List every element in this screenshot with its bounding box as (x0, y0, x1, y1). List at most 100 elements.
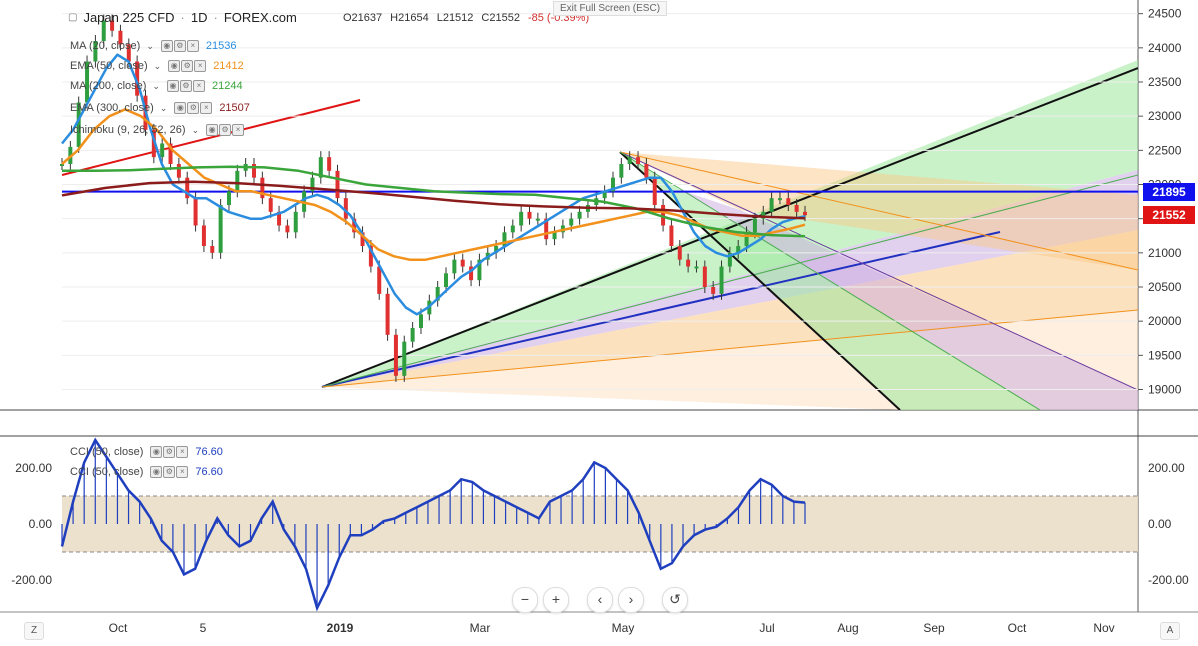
cci-legend-row[interactable]: CCI (50, close) ◉ ⚙ × 76.60 (70, 446, 223, 458)
price-candle (176, 164, 181, 178)
legend-row[interactable]: EMA (300, close) ⌄ ◉ ⚙ × 21507 (70, 102, 250, 114)
price-candle (669, 225, 674, 246)
price-candle (652, 177, 657, 205)
legend-row[interactable]: MA (200, close) ⌄ ◉ ⚙ × 21244 (70, 80, 243, 92)
exit-fullscreen-button[interactable]: Exit Full Screen (ESC) (553, 1, 668, 16)
price-candle (402, 341, 407, 376)
legend-row[interactable]: EMA (50, close) ⌄ ◉ ⚙ × 21412 (70, 60, 244, 72)
eye-icon[interactable]: ◉ (168, 60, 181, 72)
reset-chart-button[interactable]: ↺ (662, 587, 688, 613)
legend-name: CCI (50, close) (70, 466, 144, 478)
fib-fan-drawings[interactable] (61, 60, 1138, 410)
eye-icon[interactable]: ◉ (174, 102, 187, 114)
zoom-in-button[interactable]: + (543, 587, 569, 613)
scroll-right-button[interactable]: › (618, 587, 644, 613)
price-candle (385, 293, 390, 335)
price-candle (719, 266, 724, 294)
close-value: C21552 (481, 12, 520, 24)
chevron-down-icon[interactable]: ⌄ (152, 80, 160, 91)
close-icon[interactable]: × (232, 124, 245, 136)
close-icon[interactable]: × (200, 102, 213, 114)
gear-icon[interactable]: ⚙ (179, 80, 192, 92)
gear-icon[interactable]: ⚙ (181, 60, 194, 72)
low-value: L21512 (436, 12, 474, 24)
price-tick-label: 21000 (1148, 246, 1182, 260)
cci-tick-label-right: -200.00 (1148, 573, 1189, 587)
cci-axis[interactable]: 200.00 200.00 0.00 0.00 -200.00 -200.00 (11, 461, 1189, 587)
price-tick-label: 19000 (1148, 383, 1182, 397)
eye-icon[interactable]: ◉ (206, 124, 219, 136)
price-candle (410, 328, 415, 342)
interval-label[interactable]: 1D (190, 10, 208, 25)
cci-series (60, 437, 806, 612)
price-candle (752, 218, 757, 233)
price-candle (702, 266, 707, 287)
gear-icon[interactable]: ⚙ (163, 466, 176, 478)
price-candle (510, 225, 515, 233)
price-candle (327, 157, 332, 171)
legend-value: 76.60 (195, 446, 223, 458)
close-icon[interactable]: × (192, 80, 205, 92)
symbol-header[interactable]: ▢ Japan 225 CFD · 1D · FOREX.com (68, 10, 297, 25)
legend-value: 76.60 (195, 466, 223, 478)
price-candle (193, 198, 198, 226)
gear-icon[interactable]: ⚙ (187, 102, 200, 114)
chevron-down-icon[interactable]: ⌄ (146, 40, 154, 51)
symbol-name: Japan 225 CFD (83, 10, 175, 25)
legend-controls[interactable]: ◉ ⚙ × (160, 40, 199, 52)
chevron-down-icon[interactable]: ⌄ (159, 102, 168, 113)
source-label: FOREX.com (223, 10, 297, 25)
cci-tick-label-left: 0.00 (29, 517, 53, 531)
legend-controls[interactable]: ◉ ⚙ × (150, 446, 189, 458)
price-candle (310, 177, 315, 192)
price-tag: 21552 (1143, 206, 1195, 225)
price-candle (260, 177, 265, 199)
eye-icon[interactable]: ◉ (160, 40, 173, 52)
time-axis[interactable]: Oct 5 2019 Mar May Jul Aug Sep Oct Nov (109, 621, 1115, 635)
legend-controls[interactable]: ◉ ⚙ × (166, 80, 205, 92)
legend-row[interactable]: Ichimoku (9, 26, 52, 26) ⌄ ◉ ⚙ × (70, 124, 251, 136)
legend-name: MA (200, close) (70, 80, 147, 92)
scroll-left-button[interactable]: ‹ (587, 587, 613, 613)
legend-controls[interactable]: ◉ ⚙ × (168, 60, 207, 72)
price-tick-label: 24000 (1148, 41, 1182, 55)
gear-icon[interactable]: ⚙ (219, 124, 232, 136)
time-tick-label: Jul (759, 621, 774, 635)
gear-icon[interactable]: ⚙ (173, 40, 186, 52)
price-candle (126, 44, 131, 62)
eye-icon[interactable]: ◉ (150, 446, 163, 458)
close-icon[interactable]: × (176, 466, 189, 478)
price-candle (252, 164, 257, 178)
price-candle (636, 157, 641, 164)
legend-controls[interactable]: ◉ ⚙ × (150, 466, 189, 478)
cci-legend-row[interactable]: CCI (50, close) ◉ ⚙ × 76.60 (70, 466, 223, 478)
price-candle (535, 218, 540, 221)
zoom-out-button[interactable]: − (512, 587, 538, 613)
chevron-down-icon[interactable]: ⌄ (153, 60, 162, 71)
chevron-down-icon[interactable]: ⌄ (191, 124, 200, 135)
close-icon[interactable]: × (194, 60, 207, 72)
cci-line (60, 437, 806, 612)
price-candle (494, 246, 499, 253)
legend-controls[interactable]: ◉ ⚙ × (206, 124, 245, 136)
legend-value: 21244 (211, 80, 243, 92)
auto-scale-left-button[interactable]: Z (24, 622, 44, 640)
time-tick-label: 2019 (327, 621, 354, 635)
price-candle (393, 334, 398, 376)
price-candle (769, 198, 774, 212)
eye-icon[interactable]: ◉ (150, 466, 163, 478)
eye-icon[interactable]: ◉ (166, 80, 179, 92)
price-candle (661, 205, 666, 226)
price-tick-label: 22500 (1148, 143, 1182, 157)
legend-controls[interactable]: ◉ ⚙ × (174, 102, 213, 114)
price-axis[interactable]: 2450024000235002300022500220002150021000… (1138, 7, 1182, 397)
close-icon[interactable]: × (176, 446, 189, 458)
collapse-legend-icon[interactable]: ▢ (68, 12, 78, 23)
gear-icon[interactable]: ⚙ (163, 446, 176, 458)
cci-band-fill (62, 496, 1138, 552)
legend-row[interactable]: MA (20, close) ⌄ ◉ ⚙ × 21536 (70, 40, 236, 52)
close-icon[interactable]: × (186, 40, 199, 52)
price-candle (135, 61, 140, 96)
auto-scale-right-button[interactable]: A (1160, 622, 1180, 640)
